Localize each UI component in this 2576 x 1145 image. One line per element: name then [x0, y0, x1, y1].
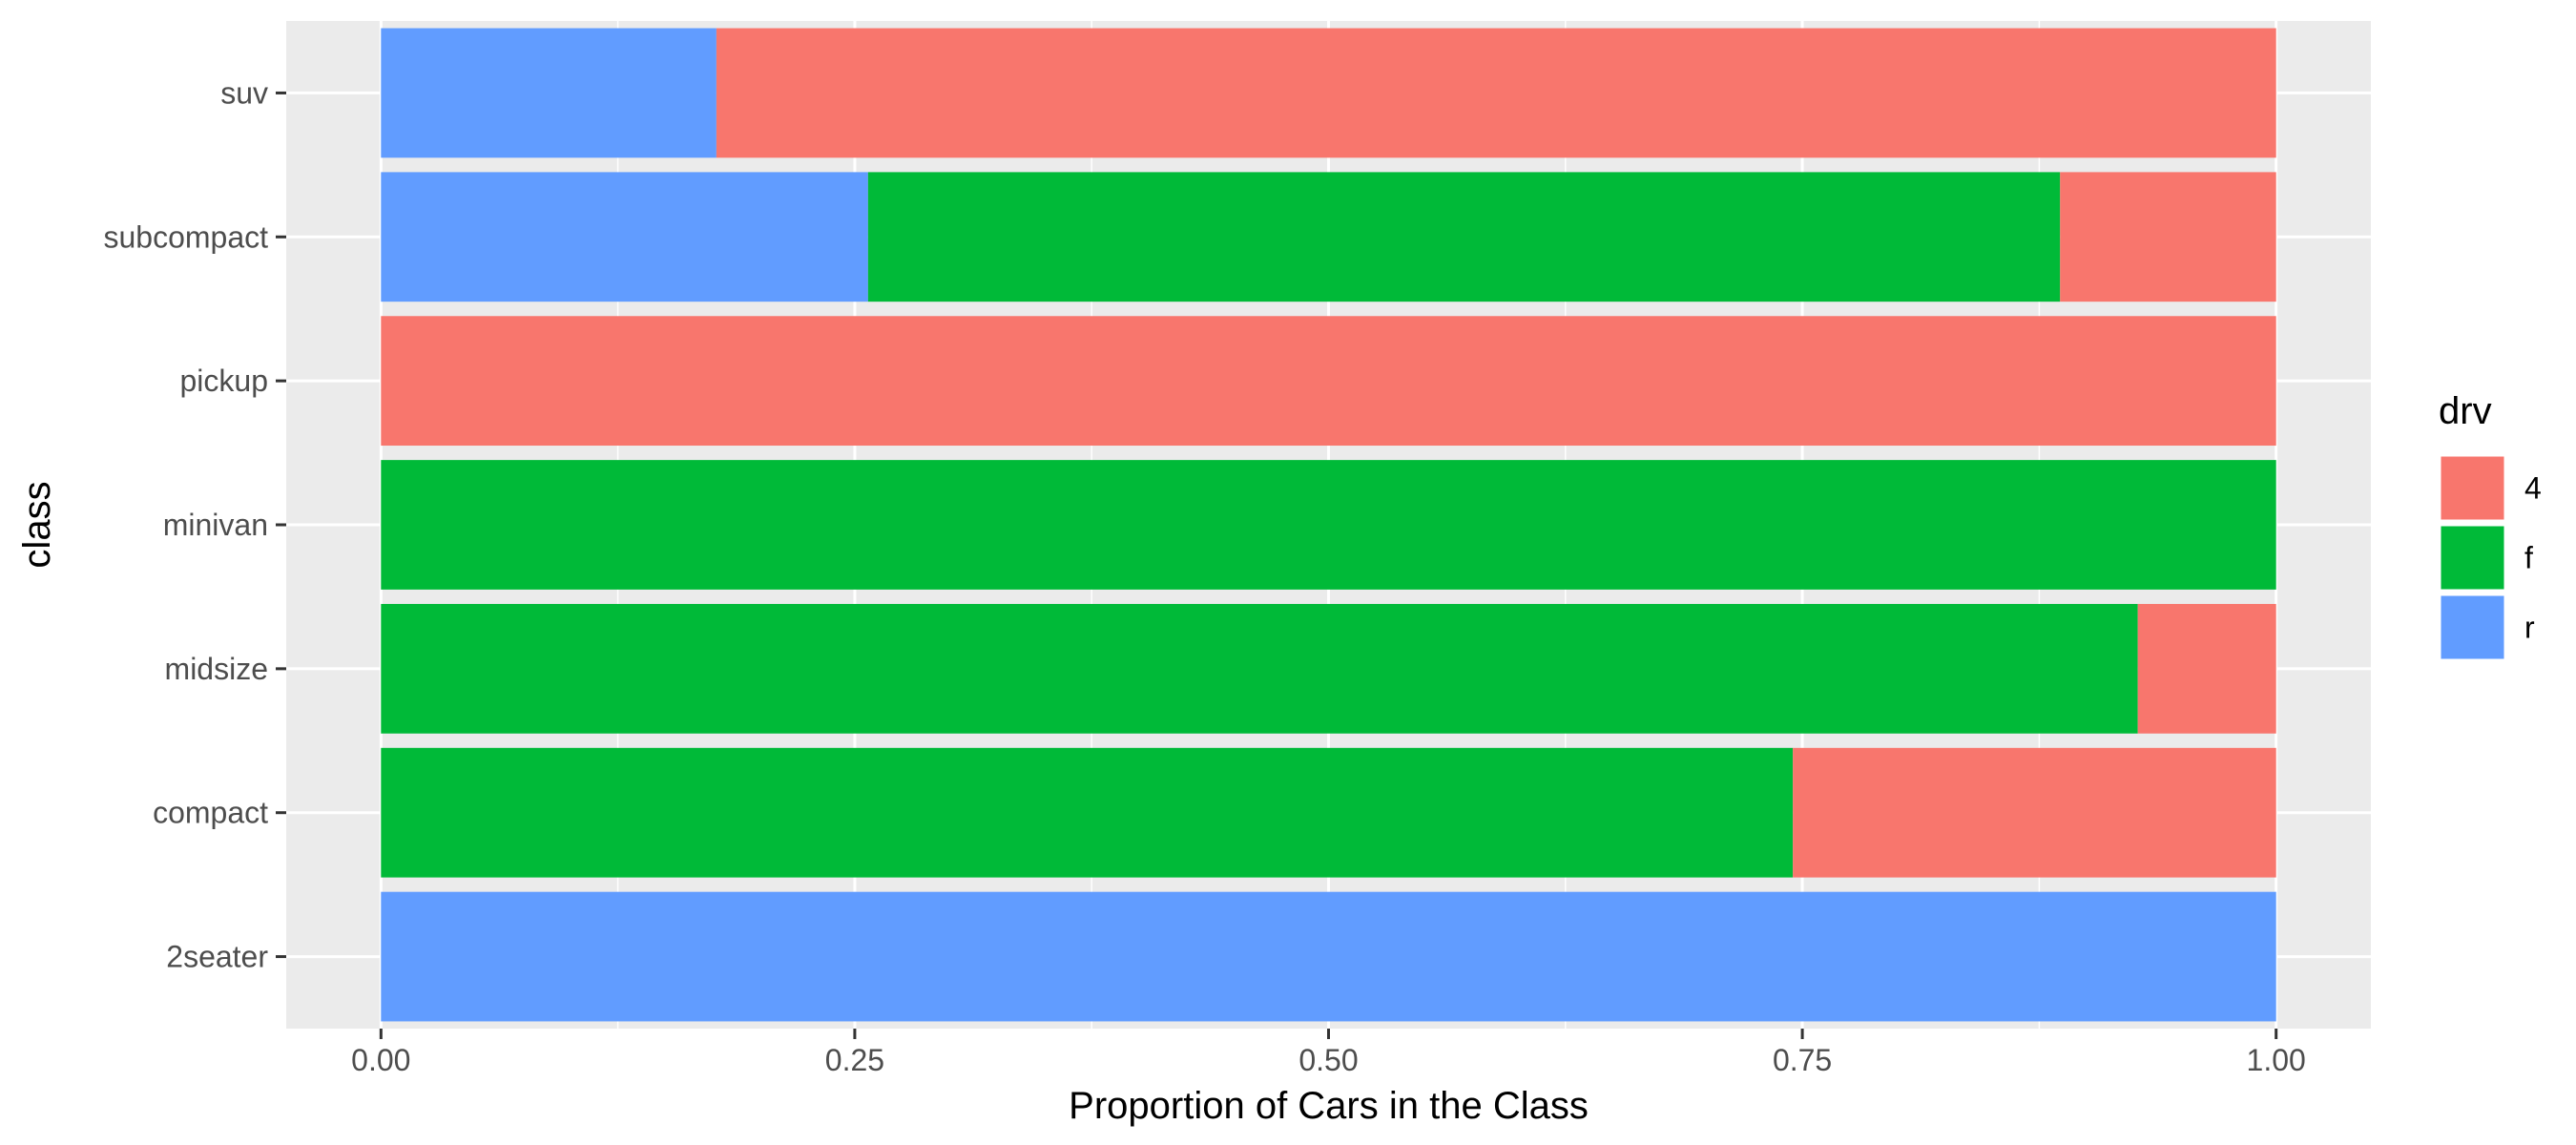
- bar-segment-suv-4: [716, 28, 2276, 158]
- y-tick-label: pickup: [180, 364, 269, 398]
- bar-segment-subcompact-r: [381, 172, 868, 302]
- bar-segment-compact-4: [1793, 747, 2276, 878]
- x-tick-label: 0.25: [825, 1043, 884, 1077]
- legend: drv 4 f r: [2438, 390, 2542, 662]
- y-axis-title: class: [16, 481, 58, 568]
- x-tick-label: 0.00: [351, 1043, 410, 1077]
- x-tick-label: 0.75: [1773, 1043, 1832, 1077]
- bar-segment-suv-r: [381, 28, 717, 158]
- x-tick-label: 0.50: [1298, 1043, 1358, 1077]
- y-axis: 2seater compact midsize minivan pickup subcom…: [103, 75, 286, 974]
- y-tick-label: suv: [220, 75, 268, 110]
- bar-segment-subcompact-f: [867, 172, 2061, 302]
- bar-segment-subcompact-4: [2060, 172, 2276, 302]
- y-tick-label: midsize: [165, 652, 268, 686]
- bar-segment-midsize-f: [381, 603, 2138, 734]
- x-axis-title: Proportion of Cars in the Class: [1069, 1085, 1589, 1127]
- y-tick-label: compact: [153, 796, 268, 830]
- y-tick-label: minivan: [163, 508, 268, 542]
- bar-segment-2seater-r: [381, 891, 2276, 1022]
- legend-title: drv: [2439, 390, 2492, 432]
- bar-segment-minivan-f: [381, 460, 2276, 590]
- x-tick-label: 1.00: [2247, 1043, 2306, 1077]
- y-tick-label: subcompact: [103, 219, 268, 254]
- legend-label: f: [2524, 541, 2533, 575]
- legend-label: 4: [2524, 471, 2542, 506]
- legend-label: r: [2524, 611, 2535, 645]
- x-axis: 0.00 0.25 0.50 0.75 1.00: [351, 1029, 2306, 1077]
- legend-key-4: [2438, 453, 2507, 523]
- bar-segment-midsize-4: [2137, 603, 2276, 734]
- y-tick-label: 2seater: [166, 940, 268, 974]
- bar-segment-pickup-4: [381, 316, 2276, 447]
- legend-key-r: [2438, 593, 2507, 662]
- bar-segment-compact-f: [381, 747, 1794, 878]
- legend-key-f: [2438, 523, 2507, 593]
- bars: [381, 28, 2276, 1022]
